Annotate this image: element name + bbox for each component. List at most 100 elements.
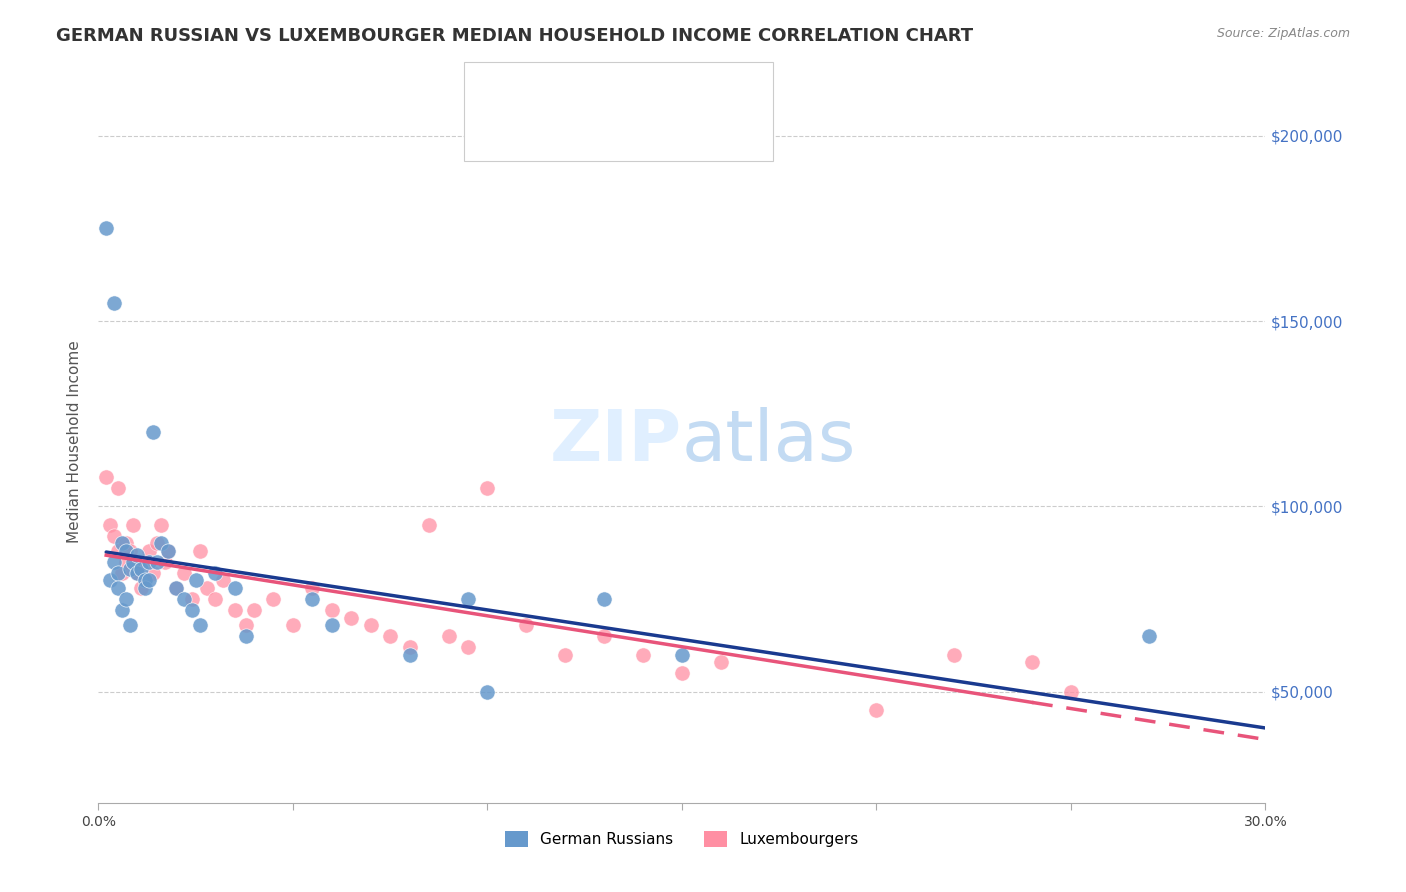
Point xyxy=(107,581,129,595)
Point xyxy=(184,574,207,588)
Text: ■: ■ xyxy=(481,124,499,144)
Point xyxy=(1137,629,1160,643)
Point xyxy=(138,555,160,569)
Point xyxy=(224,603,246,617)
Point xyxy=(111,536,134,550)
Point xyxy=(1021,655,1043,669)
Point xyxy=(710,655,733,669)
Point xyxy=(398,640,420,655)
Text: R =: R = xyxy=(503,127,537,141)
Point xyxy=(142,566,165,580)
Point xyxy=(114,544,136,558)
Point xyxy=(153,555,176,569)
Point xyxy=(224,581,246,595)
Point xyxy=(340,610,363,624)
Point xyxy=(157,544,180,558)
Point xyxy=(111,566,134,580)
Text: N =: N = xyxy=(598,87,631,101)
Point xyxy=(671,666,693,681)
Point xyxy=(418,517,440,532)
Point xyxy=(118,544,141,558)
Y-axis label: Median Household Income: Median Household Income xyxy=(67,340,83,543)
Point xyxy=(321,603,343,617)
Text: GERMAN RUSSIAN VS LUXEMBOURGER MEDIAN HOUSEHOLD INCOME CORRELATION CHART: GERMAN RUSSIAN VS LUXEMBOURGER MEDIAN HO… xyxy=(56,27,973,45)
Point xyxy=(204,592,226,607)
Point xyxy=(593,629,616,643)
Point xyxy=(398,648,420,662)
Point xyxy=(96,469,118,483)
Point xyxy=(142,425,165,440)
Point xyxy=(204,566,226,580)
Point xyxy=(380,629,402,643)
Point xyxy=(631,648,654,662)
Point xyxy=(146,555,169,569)
Point xyxy=(114,592,136,607)
Point xyxy=(127,566,149,580)
Text: atlas: atlas xyxy=(682,407,856,476)
Point xyxy=(98,574,121,588)
Point xyxy=(149,536,172,550)
Point xyxy=(96,221,118,235)
Point xyxy=(107,566,129,580)
Point xyxy=(235,618,257,632)
Text: ZIP: ZIP xyxy=(550,407,682,476)
Point xyxy=(127,548,149,562)
Point xyxy=(118,562,141,576)
Point xyxy=(138,574,160,588)
Point xyxy=(195,581,218,595)
Point xyxy=(98,517,121,532)
Text: -0.097: -0.097 xyxy=(537,87,592,101)
Point xyxy=(188,618,211,632)
Point xyxy=(122,517,145,532)
Point xyxy=(188,544,211,558)
Point xyxy=(437,629,460,643)
Point xyxy=(103,295,125,310)
Point xyxy=(149,517,172,532)
Point xyxy=(129,562,152,576)
Point xyxy=(118,618,141,632)
Point xyxy=(114,536,136,550)
Point xyxy=(515,618,537,632)
Text: N =: N = xyxy=(598,127,631,141)
Point xyxy=(180,603,202,617)
Point xyxy=(301,592,323,607)
Point xyxy=(146,536,169,550)
Point xyxy=(477,481,499,495)
Point xyxy=(122,555,145,569)
Point xyxy=(165,581,187,595)
Point xyxy=(457,640,479,655)
Point xyxy=(127,566,149,580)
Point xyxy=(134,555,156,569)
Point xyxy=(262,592,284,607)
Point xyxy=(134,574,156,588)
Point xyxy=(321,618,343,632)
Point xyxy=(865,703,887,717)
Point xyxy=(1060,684,1083,698)
Point xyxy=(134,581,156,595)
Point xyxy=(943,648,966,662)
Point xyxy=(477,684,499,698)
Point xyxy=(671,648,693,662)
Point xyxy=(554,648,576,662)
Text: Source: ZipAtlas.com: Source: ZipAtlas.com xyxy=(1216,27,1350,40)
Text: ■: ■ xyxy=(481,84,499,103)
Point xyxy=(107,481,129,495)
Point xyxy=(111,603,134,617)
Text: 51: 51 xyxy=(627,127,648,141)
Point xyxy=(243,603,266,617)
Point xyxy=(138,544,160,558)
Point xyxy=(129,581,152,595)
Text: -0.196: -0.196 xyxy=(537,127,592,141)
Point xyxy=(360,618,382,632)
Point xyxy=(173,566,195,580)
Point xyxy=(457,592,479,607)
Point xyxy=(180,592,202,607)
Legend: German Russians, Luxembourgers: German Russians, Luxembourgers xyxy=(499,825,865,853)
Text: 40: 40 xyxy=(627,87,648,101)
Point xyxy=(107,544,129,558)
Point xyxy=(301,581,323,595)
Point xyxy=(212,574,235,588)
Point xyxy=(593,592,616,607)
Point xyxy=(114,555,136,569)
Point xyxy=(103,555,125,569)
